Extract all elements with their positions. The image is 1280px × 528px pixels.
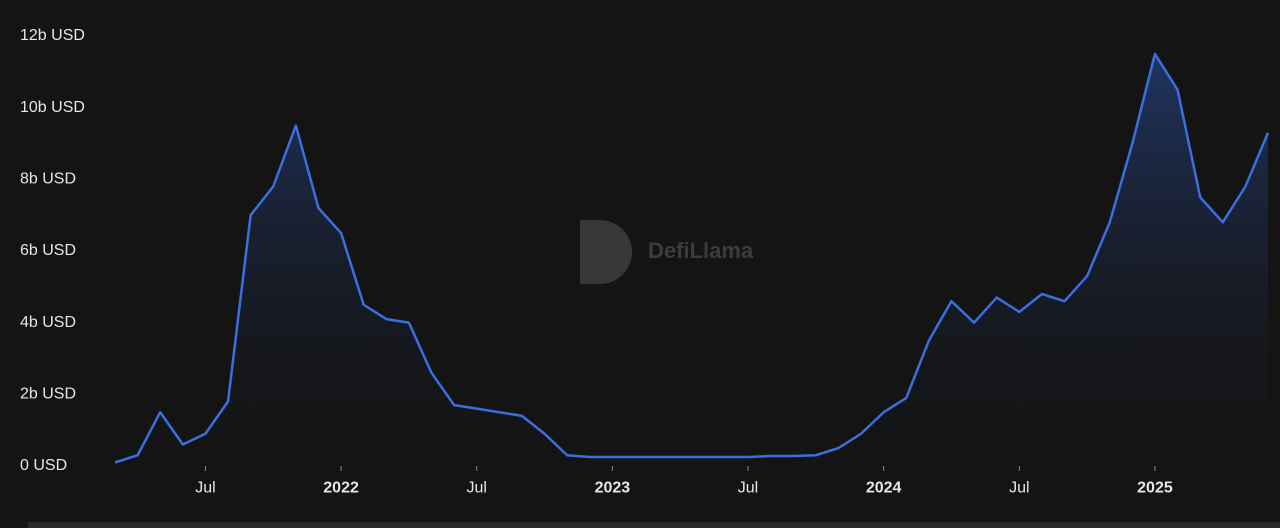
y-tick-label: 4b USD: [20, 314, 76, 331]
x-tick-label: 2024: [866, 479, 902, 496]
line: [114, 52, 1270, 464]
y-tick-label: 8b USD: [20, 171, 76, 188]
y-tick-label: 2b USD: [20, 386, 76, 403]
x-tick-label: Jul: [466, 479, 486, 496]
footer-bar: [28, 522, 1280, 528]
x-tick-label: 2022: [323, 479, 359, 496]
x-tick-label: Jul: [195, 479, 215, 496]
watermark-logo: DefiLlama: [580, 220, 754, 284]
x-tick-label: 2023: [595, 479, 631, 496]
y-tick-label: 6b USD: [20, 242, 76, 259]
watermark: DefiLlama: [648, 238, 754, 263]
y-tick-label: 12b USD: [20, 27, 85, 44]
x-tick-label: Jul: [1009, 479, 1029, 496]
y-tick-label: 10b USD: [20, 99, 85, 116]
x-tick-label: Jul: [738, 479, 758, 496]
area: [115, 53, 1268, 467]
x-tick-label: 2025: [1137, 479, 1173, 496]
y-tick-label: 0 USD: [20, 457, 67, 474]
